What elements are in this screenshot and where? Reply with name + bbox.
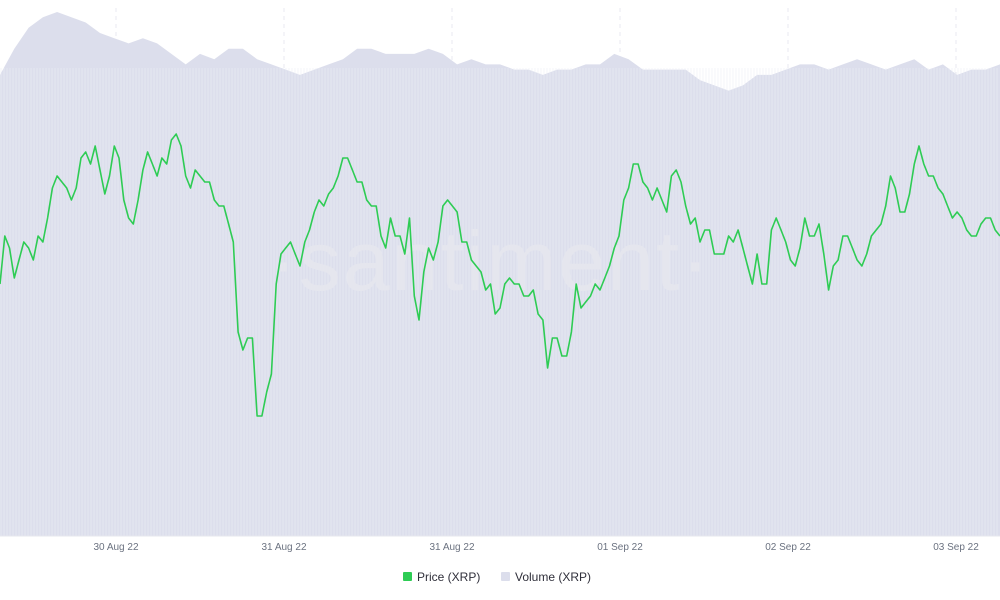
legend-item-volume[interactable]: Volume (XRP) xyxy=(501,570,591,584)
legend: Price (XRP) Volume (XRP) xyxy=(403,570,591,584)
legend-label-price: Price (XRP) xyxy=(417,570,480,584)
x-tick-label: 30 Aug 22 xyxy=(93,542,138,553)
legend-swatch-volume xyxy=(501,572,510,581)
price-line xyxy=(0,133,1000,417)
x-tick-label: 02 Sep 22 xyxy=(765,542,811,553)
x-tick-label: 03 Sep 22 xyxy=(933,542,979,553)
legend-item-price[interactable]: Price (XRP) xyxy=(403,570,480,584)
x-tick-label: 31 Aug 22 xyxy=(261,542,306,553)
legend-swatch-price xyxy=(403,572,412,581)
x-tick-label: 01 Sep 22 xyxy=(597,542,643,553)
x-tick-label: 31 Aug 22 xyxy=(429,542,474,553)
legend-label-volume: Volume (XRP) xyxy=(515,570,591,584)
watermark: ·santiment· xyxy=(269,214,711,308)
x-axis-ticks: 30 Aug 22 31 Aug 22 31 Aug 22 01 Sep 22 02 S… xyxy=(93,542,979,553)
